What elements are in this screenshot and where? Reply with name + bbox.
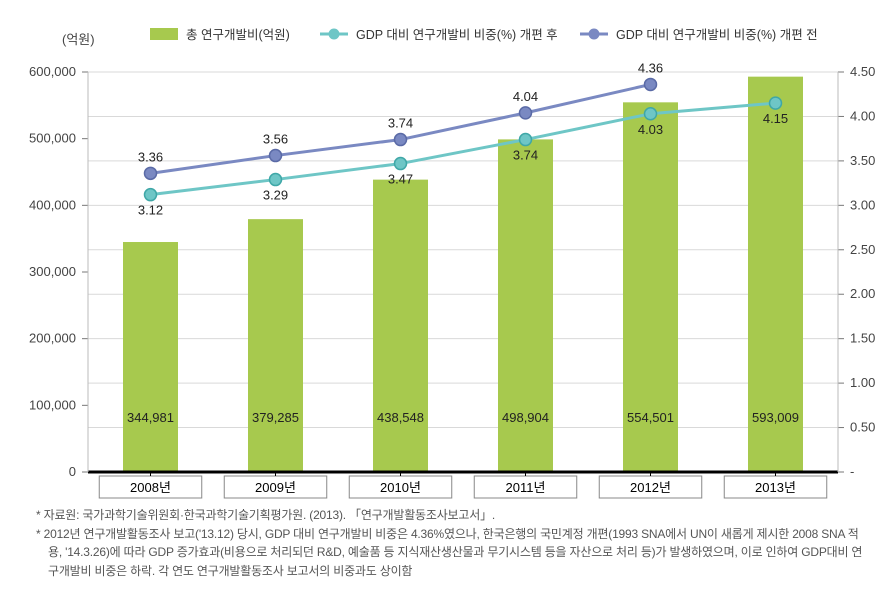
line-marker (270, 150, 282, 162)
bar-value-label: 344,981 (127, 410, 174, 425)
bar-value-label: 593,009 (752, 410, 799, 425)
footnote-2: * 2012년 연구개발활동조사 보고('13.12) 당시, GDP 대비 연… (36, 525, 866, 581)
x-category-label: 2010년 (380, 480, 421, 495)
y-right-tick-label: 3.00 (850, 197, 875, 212)
y-right-tick-label: 2.00 (850, 286, 875, 301)
bar (373, 180, 428, 472)
bar-value-label: 438,548 (377, 410, 424, 425)
line-value-label: 4.03 (638, 122, 663, 137)
line-value-label: 3.29 (263, 188, 288, 203)
x-category-label: 2011년 (506, 480, 546, 495)
y-right-tick-label: 2.50 (850, 242, 875, 257)
footnotes: * 자료원: 국가과학기술위원회·한국과학기술기획평가원. (2013). 「연… (36, 506, 866, 580)
y-right-tick-label: 3.50 (850, 153, 875, 168)
y-left-tick-label: 600,000 (29, 64, 76, 79)
y-left-tick-label: 300,000 (29, 264, 76, 279)
line-marker (145, 167, 157, 179)
y-right-tick-label: 4.50 (850, 64, 875, 79)
x-category-label: 2009년 (255, 480, 296, 495)
line-value-label: 3.36 (138, 149, 163, 164)
x-category-label: 2008년 (130, 480, 171, 495)
line-marker (270, 174, 282, 186)
y-right-tick-label: 4.00 (850, 108, 875, 123)
line-value-label: 3.56 (263, 132, 288, 147)
line-value-label: 3.47 (388, 172, 413, 187)
legend-label: 총 연구개발비(억원) (186, 28, 290, 42)
bar-value-label: 498,904 (502, 410, 549, 425)
legend-swatch-dot (589, 29, 599, 39)
y-left-tick-label: 0 (69, 464, 76, 479)
y-left-tick-label: 400,000 (29, 197, 76, 212)
line-marker (520, 134, 532, 146)
y-left-axis-label: (억원) (62, 32, 95, 47)
y-left-tick-label: 500,000 (29, 131, 76, 146)
line-value-label: 3.74 (513, 148, 538, 163)
line-value-label: 4.15 (763, 111, 788, 126)
line-value-label: 4.36 (638, 60, 663, 75)
line-marker (395, 134, 407, 146)
chart-container: - 0.50 1.00 1.50 2.00 2.50 3.00 3.50 4.00 4.50 0 10… (0, 0, 894, 500)
y-right-tick-label: 1.00 (850, 375, 875, 390)
line-marker (395, 158, 407, 170)
line-marker (645, 108, 657, 120)
line-value-label: 4.04 (513, 89, 538, 104)
y-left-tick-label: 100,000 (29, 397, 76, 412)
asterisk: * (36, 508, 40, 522)
asterisk: * (36, 527, 40, 541)
chart-svg: - 0.50 1.00 1.50 2.00 2.50 3.00 3.50 4.00 4.50 0 10… (0, 0, 894, 500)
bar (123, 242, 178, 472)
footnote-2-text: 2012년 연구개발활동조사 보고('13.12) 당시, GDP 대비 연구개… (44, 527, 863, 578)
bar (248, 219, 303, 472)
line-value-label: 3.12 (138, 203, 163, 218)
legend-label: GDP 대비 연구개발비 비중(%) 개편 후 (356, 28, 558, 42)
legend-label: GDP 대비 연구개발비 비중(%) 개편 전 (616, 28, 818, 42)
x-category-label: 2013년 (755, 480, 796, 495)
footnote-1-text: 자료원: 국가과학기술위원회·한국과학기술기획평가원. (2013). 「연구개… (44, 508, 495, 522)
line-marker (145, 189, 157, 201)
line-marker (770, 97, 782, 109)
x-category-label: 2012년 (630, 480, 671, 495)
legend-swatch-bar (150, 28, 178, 40)
y-right-tick-label: 0.50 (850, 420, 875, 435)
line-value-label: 3.74 (388, 116, 413, 131)
line-marker (520, 107, 532, 119)
line-marker (645, 78, 657, 90)
bar-value-label: 379,285 (252, 410, 299, 425)
legend-swatch-dot (329, 29, 339, 39)
bar-value-label: 554,501 (627, 410, 674, 425)
y-right-tick-label: - (850, 464, 854, 479)
y-left-tick-label: 200,000 (29, 331, 76, 346)
y-right-tick-label: 1.50 (850, 331, 875, 346)
footnote-1: * 자료원: 국가과학기술위원회·한국과학기술기획평가원. (2013). 「연… (36, 506, 866, 525)
